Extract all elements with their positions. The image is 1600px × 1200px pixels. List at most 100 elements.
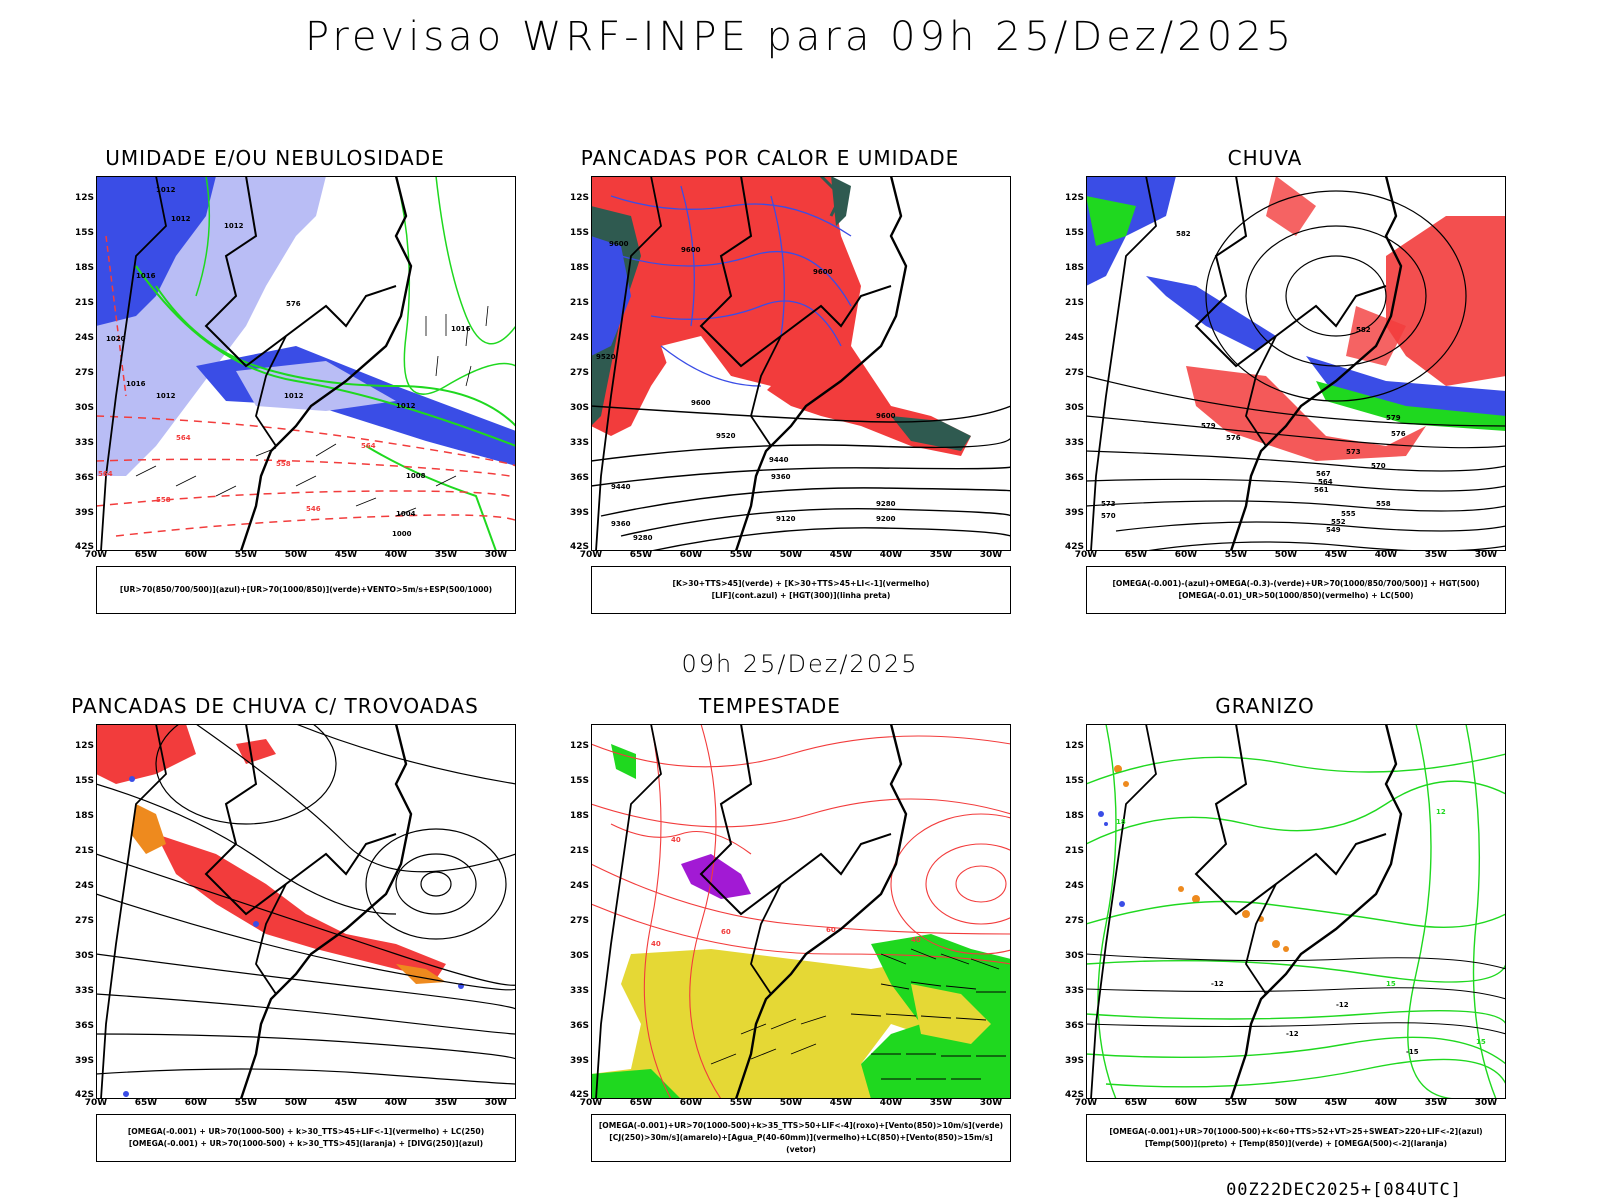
svg-text:561: 561 [1314, 486, 1329, 494]
lon-label: 60W [1174, 1098, 1198, 1108]
svg-text:9280: 9280 [633, 534, 653, 542]
svg-text:558: 558 [156, 496, 171, 504]
lat-label: 42S [569, 542, 589, 552]
svg-text:549: 549 [1326, 526, 1341, 534]
legend-line: [OMEGA(-0.001)+UR>70(1000-500)+k<60+TTS>… [1109, 1127, 1483, 1136]
map-umidade[interactable]: 1012 1012 1012 1016 1020 1016 1012 1012 1012 1… [96, 176, 516, 551]
lat-label: 15S [1064, 228, 1084, 238]
lon-label: 50W [779, 550, 803, 560]
panel-title: PANCADAS DE CHUVA C/ TROVOADAS [71, 694, 479, 718]
svg-text:546: 546 [306, 505, 321, 513]
lon-label: 55W [1224, 1098, 1248, 1108]
lat-label: 42S [74, 542, 94, 552]
panel-title: UMIDADE E/OU NEBULOSIDADE [105, 146, 445, 170]
svg-text:570: 570 [1371, 462, 1386, 470]
legend-line: [OMEGA(-0.01)_UR>50(1000/850)(vermelho) … [1178, 591, 1414, 600]
lat-label: 15S [1064, 776, 1084, 786]
svg-text:40: 40 [911, 936, 921, 944]
svg-text:9520: 9520 [716, 432, 736, 440]
map-tempestade[interactable]: 40 40 60 60 40 [591, 724, 1011, 1099]
svg-text:60: 60 [826, 926, 836, 934]
svg-text:564: 564 [361, 442, 376, 450]
lat-label: 36S [569, 473, 589, 483]
svg-text:582: 582 [1176, 230, 1191, 238]
map-pancadas-calor[interactable]: 9600 9600 9600 9520 9600 9600 9520 9440 9360 9… [591, 176, 1011, 551]
svg-text:1012: 1012 [224, 222, 244, 230]
lon-label: 50W [1274, 550, 1298, 560]
legend-pancadas-calor: [K>30+TTS>45](verde) + [K>30+TTS>45+LI<-… [591, 566, 1011, 614]
lon-label: 30W [1474, 550, 1498, 560]
lat-label: 12S [569, 741, 589, 751]
svg-text:9440: 9440 [769, 456, 789, 464]
panel-title: TEMPESTADE [699, 694, 841, 718]
lat-label: 21S [1064, 846, 1084, 856]
map-tempestade-svg: 40 40 60 60 40 [591, 724, 1011, 1099]
panel-chuva: CHUVA [1030, 146, 1506, 614]
svg-text:9200: 9200 [876, 515, 896, 523]
svg-text:558: 558 [276, 460, 291, 468]
svg-text:573: 573 [1101, 500, 1116, 508]
lat-label: 27S [74, 368, 94, 378]
svg-text:558: 558 [1376, 500, 1391, 508]
legend-chuva: [OMEGA(-0.001)-(azul)+OMEGA(-0.3)-(verde… [1086, 566, 1506, 614]
svg-text:552: 552 [1331, 518, 1346, 526]
svg-text:555: 555 [1341, 510, 1356, 518]
svg-text:1012: 1012 [171, 215, 191, 223]
svg-text:576: 576 [1226, 434, 1241, 442]
lat-label: 42S [74, 1090, 94, 1100]
map-pancadas-calor-svg: 9600 9600 9600 9520 9600 9600 9520 9440 9360 9… [591, 176, 1011, 551]
lat-label: 36S [1064, 473, 1084, 483]
lon-label: 55W [729, 550, 753, 560]
panel-tempestade: TEMPESTADE [535, 694, 1011, 1162]
lat-label: 18S [74, 263, 94, 273]
legend-tempestade: [OMEGA(-0.001)+UR>70(1000-500)+k>35_TTS>… [591, 1114, 1011, 1162]
lat-label: 15S [74, 228, 94, 238]
lat-label: 12S [1064, 193, 1084, 203]
lon-label: 65W [134, 1098, 158, 1108]
lat-label: 30S [74, 403, 94, 413]
lat-label: 33S [1064, 986, 1084, 996]
svg-text:9600: 9600 [609, 240, 629, 248]
legend-line: [K>30+TTS>45](verde) + [K>30+TTS>45+LI<-… [672, 579, 930, 588]
lat-label: 36S [74, 473, 94, 483]
legend-pancadas-chuva: [OMEGA(-0.001) + UR>70(1000-500) + k>30_… [96, 1114, 516, 1162]
lat-label: 39S [74, 1056, 94, 1066]
lon-label: 70W [579, 550, 603, 560]
lat-label: 33S [569, 986, 589, 996]
lon-label: 45W [829, 1098, 853, 1108]
lat-label: 24S [74, 881, 94, 891]
svg-text:40: 40 [651, 940, 661, 948]
svg-text:-12: -12 [1286, 1030, 1299, 1038]
lon-label: 50W [284, 1098, 308, 1108]
map-pancadas-chuva[interactable] [96, 724, 516, 1099]
lat-label: 30S [569, 403, 589, 413]
lon-label: 45W [829, 550, 853, 560]
legend-line: [CJ(250)>30m/s](amarelo)+[Agua_P(40-60mm… [609, 1133, 993, 1154]
svg-text:9600: 9600 [813, 268, 833, 276]
panel-title: CHUVA [1227, 146, 1303, 170]
lat-label: 36S [74, 1021, 94, 1031]
lon-label: 70W [579, 1098, 603, 1108]
svg-text:1016: 1016 [126, 380, 146, 388]
lat-label: 21S [569, 846, 589, 856]
lat-label: 42S [1064, 1090, 1084, 1100]
legend-line: [UR>70(850/700/500)](azul)+[UR>70(1000/8… [119, 585, 493, 594]
lon-label: 30W [979, 550, 1003, 560]
lat-label: 18S [1064, 811, 1084, 821]
panel-title: PANCADAS POR CALOR E UMIDADE [580, 146, 960, 170]
lon-label: 40W [1374, 1098, 1398, 1108]
lon-label: 60W [679, 550, 703, 560]
map-granizo[interactable]: -12 -12 -12 -15 18 15 15 12 [1086, 724, 1506, 1099]
lon-label: 70W [84, 550, 108, 560]
map-chuva[interactable]: 582 582 579 576 579 576 573 570 567 564 561 558 … [1086, 176, 1506, 551]
legend-line: [OMEGA(-0.001) + UR>70(1000-500) + k>30_… [127, 1127, 485, 1136]
lon-label: 55W [234, 1098, 258, 1108]
lon-label: 65W [629, 1098, 653, 1108]
lat-label: 24S [1064, 333, 1084, 343]
lat-label: 21S [74, 298, 94, 308]
lat-label: 15S [569, 776, 589, 786]
lat-label: 24S [74, 333, 94, 343]
lat-label: 18S [569, 263, 589, 273]
lat-label: 24S [569, 333, 589, 343]
lat-label: 42S [569, 1090, 589, 1100]
